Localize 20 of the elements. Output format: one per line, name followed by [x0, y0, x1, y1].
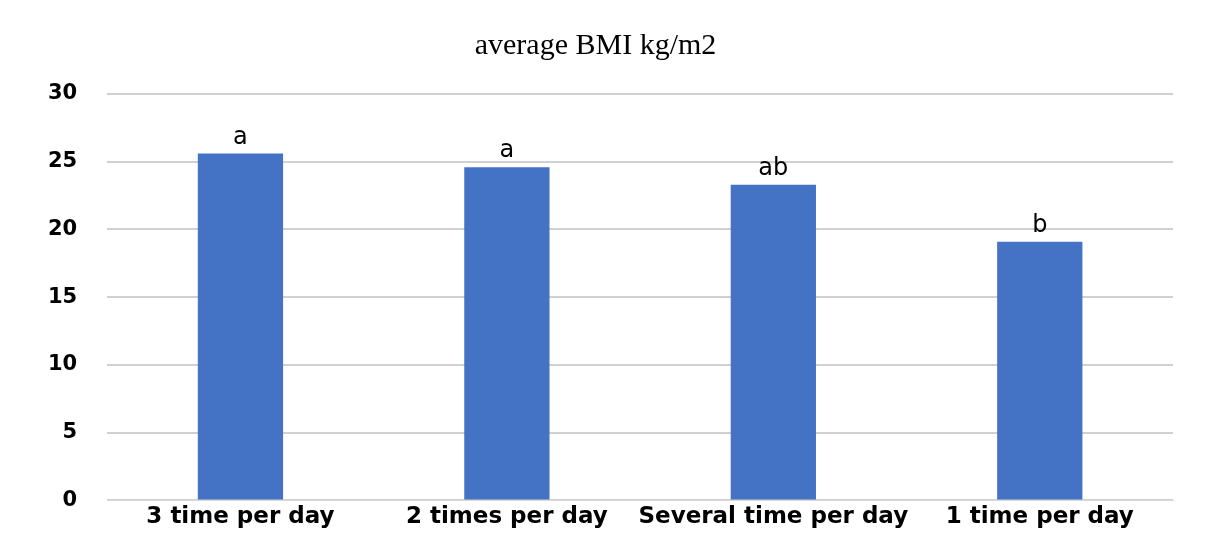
bar	[464, 167, 550, 500]
bar	[730, 184, 816, 500]
y-tick-label: 20	[47, 215, 78, 240]
data-label: b	[1032, 209, 1048, 238]
y-tick-label: 30	[47, 80, 78, 105]
x-tick-label: 2 times per day	[405, 502, 608, 529]
chart-title: average BMI kg/m2	[474, 26, 717, 60]
x-tick-label: Several time per day	[638, 502, 909, 529]
y-tick-label: 0	[62, 486, 78, 511]
bar	[997, 241, 1083, 500]
data-label: a	[499, 135, 515, 164]
x-tick-label: 1 time per day	[945, 502, 1134, 529]
data-label: ab	[758, 153, 789, 181]
x-tick-label: 3 time per day	[146, 502, 335, 529]
y-tick-label: 5	[62, 419, 78, 444]
y-tick-label: 15	[47, 283, 78, 308]
y-tick-label: 25	[47, 148, 78, 173]
bar	[197, 153, 284, 500]
y-tick-label: 10	[47, 351, 78, 376]
data-label: a	[233, 121, 248, 150]
